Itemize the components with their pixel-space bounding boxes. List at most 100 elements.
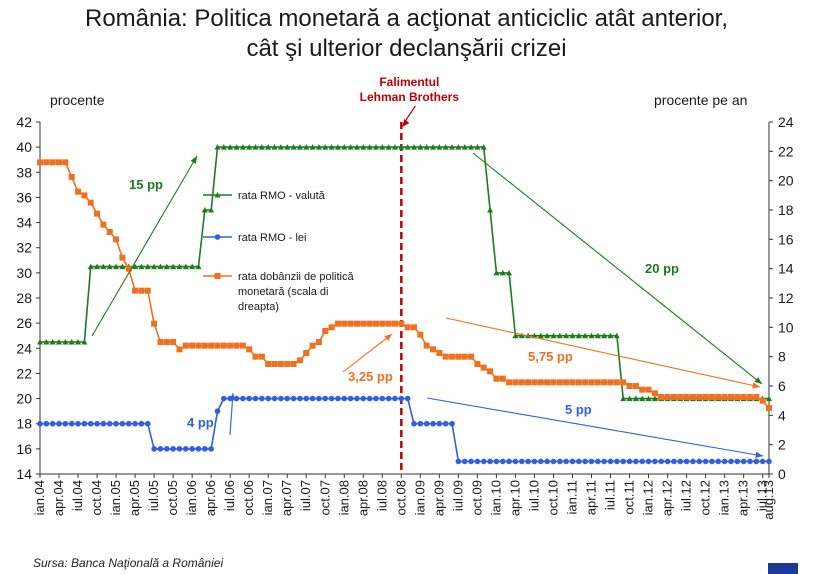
series-point-2 bbox=[334, 320, 341, 327]
series-point-0 bbox=[639, 395, 646, 402]
series-point-0 bbox=[341, 144, 348, 150]
y-right-tick-label: 2 bbox=[778, 437, 786, 453]
series-point-0 bbox=[645, 395, 652, 402]
series-point-0 bbox=[138, 263, 145, 270]
series-point-2 bbox=[144, 287, 151, 294]
x-tick-label: apr.07 bbox=[279, 480, 294, 516]
series-point-0 bbox=[106, 263, 113, 270]
series-point-1 bbox=[506, 458, 512, 465]
series-point-2 bbox=[119, 254, 126, 261]
series-point-2 bbox=[759, 397, 766, 404]
x-tick-label: apr.11 bbox=[584, 480, 599, 515]
x-tick-label: aug.13 bbox=[761, 480, 776, 520]
series-point-1 bbox=[411, 420, 417, 427]
x-tick-label: iul.07 bbox=[298, 480, 313, 511]
series-point-2 bbox=[246, 346, 253, 353]
series-point-2 bbox=[296, 357, 303, 364]
series-point-0 bbox=[195, 263, 202, 270]
series-point-1 bbox=[328, 395, 335, 402]
y-left-tick-label: 38 bbox=[16, 164, 32, 180]
y-right-tick-label: 12 bbox=[778, 290, 794, 306]
x-tick-label: oct.07 bbox=[317, 480, 332, 515]
series-point-2 bbox=[461, 353, 468, 360]
series-point-2 bbox=[658, 394, 665, 400]
series-point-2 bbox=[670, 394, 677, 400]
series-point-1 bbox=[208, 446, 214, 452]
series-point-0 bbox=[449, 144, 456, 150]
y-right-tick-label: 18 bbox=[778, 202, 794, 218]
series-point-2 bbox=[455, 353, 462, 360]
series-point-2 bbox=[702, 394, 709, 400]
series-point-1 bbox=[487, 458, 493, 465]
series-point-1 bbox=[163, 446, 170, 452]
series-point-0 bbox=[94, 263, 101, 270]
series-point-2 bbox=[366, 320, 373, 327]
annotation-label: 5,75 pp bbox=[528, 349, 573, 364]
series-point-0 bbox=[163, 263, 170, 270]
series-point-0 bbox=[499, 269, 506, 276]
x-tick-label: ian.05 bbox=[108, 480, 123, 515]
series-point-1 bbox=[499, 458, 506, 465]
series-point-1 bbox=[335, 395, 341, 402]
series-point-2 bbox=[81, 192, 88, 199]
series-point-2 bbox=[189, 342, 196, 349]
series-point-0 bbox=[537, 332, 544, 339]
series-point-1 bbox=[309, 395, 316, 402]
series-point-1 bbox=[106, 420, 113, 427]
series-point-1 bbox=[284, 395, 291, 402]
series-point-1 bbox=[379, 395, 386, 402]
series-point-2 bbox=[56, 159, 63, 166]
series-point-1 bbox=[195, 446, 202, 452]
series-point-1 bbox=[404, 395, 411, 402]
series-point-2 bbox=[303, 350, 310, 356]
series-point-2 bbox=[607, 379, 614, 386]
series-point-2 bbox=[518, 379, 525, 386]
series-point-1 bbox=[278, 395, 284, 402]
series-point-1 bbox=[297, 395, 303, 402]
series-point-0 bbox=[404, 144, 411, 150]
series-point-1 bbox=[614, 458, 620, 465]
series-point-1 bbox=[550, 458, 557, 465]
x-tick-label: apr.09 bbox=[431, 480, 446, 516]
x-tick-label: apr.06 bbox=[203, 480, 218, 516]
series-point-0 bbox=[607, 332, 614, 339]
series-point-1 bbox=[658, 458, 665, 465]
series-point-2 bbox=[163, 339, 170, 345]
series-point-0 bbox=[182, 263, 189, 270]
series-point-2 bbox=[753, 394, 760, 400]
series-point-2 bbox=[277, 361, 284, 367]
annotation-arrow-head bbox=[384, 334, 392, 341]
annotation-arrow-head bbox=[755, 451, 763, 458]
series-point-1 bbox=[474, 458, 481, 465]
series-point-1 bbox=[37, 420, 43, 427]
series-point-2 bbox=[227, 342, 234, 349]
series-point-2 bbox=[271, 361, 278, 367]
series-point-1 bbox=[696, 458, 703, 465]
x-tick-label: oct.08 bbox=[393, 480, 408, 515]
series-point-0 bbox=[391, 144, 398, 150]
series-point-1 bbox=[373, 395, 379, 402]
series-point-0 bbox=[442, 144, 449, 150]
series-point-0 bbox=[100, 263, 107, 270]
series-point-2 bbox=[360, 320, 367, 327]
x-tick-label: iul.13 bbox=[755, 480, 770, 511]
series-point-2 bbox=[626, 383, 633, 389]
y-left-tick-label: 26 bbox=[16, 315, 32, 331]
series-point-1 bbox=[303, 395, 310, 402]
x-tick-label: apr.12 bbox=[660, 480, 675, 516]
x-tick-label: iul.09 bbox=[450, 480, 465, 511]
series-point-2 bbox=[201, 342, 208, 349]
series-point-0 bbox=[347, 144, 354, 150]
series-point-0 bbox=[119, 263, 126, 270]
series-point-0 bbox=[372, 144, 379, 150]
annotation-label: 3,25 pp bbox=[348, 369, 393, 384]
series-point-2 bbox=[645, 386, 652, 393]
series-point-1 bbox=[626, 458, 633, 465]
series-point-0 bbox=[170, 263, 177, 270]
series-point-0 bbox=[334, 144, 341, 150]
series-point-0 bbox=[227, 144, 234, 150]
series-point-1 bbox=[537, 458, 544, 465]
series-point-0 bbox=[353, 144, 360, 150]
y-right-tick-label: 10 bbox=[778, 319, 794, 335]
series-point-1 bbox=[94, 420, 100, 427]
